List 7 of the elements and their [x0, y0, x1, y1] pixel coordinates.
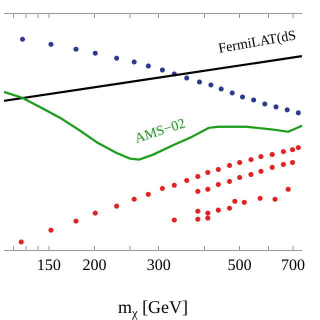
x-axis-title: m$_{χ}$ [GeV] — [118, 297, 188, 320]
x-tick-label: 300 — [146, 257, 171, 274]
x-tick-label: 500 — [228, 257, 252, 274]
x-tick-label: 700 — [280, 257, 305, 274]
text: FermiLAT(dS — [217, 28, 298, 57]
x-tick-label: 150 — [36, 257, 61, 274]
x-tick-label: 200 — [82, 257, 106, 274]
